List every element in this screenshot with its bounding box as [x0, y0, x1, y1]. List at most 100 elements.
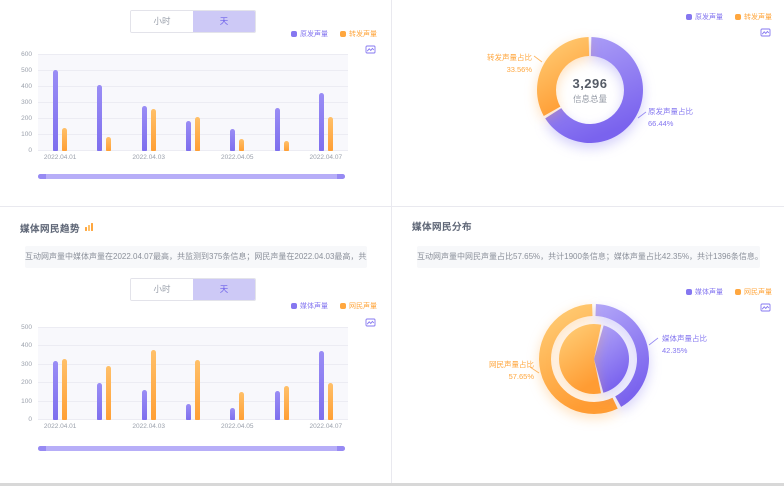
- y-tick: 500: [21, 67, 32, 74]
- legend-item-netizen[interactable]: 网民声量: [735, 287, 772, 297]
- bar-purple[interactable]: [230, 408, 236, 420]
- bar-purple[interactable]: [141, 106, 147, 151]
- legend-item-media[interactable]: 媒体声量: [291, 301, 328, 311]
- bar-purple[interactable]: [97, 85, 103, 151]
- leader-line: [637, 111, 647, 119]
- bar-group: [171, 328, 215, 420]
- bar-orange[interactable]: [327, 383, 333, 420]
- y-tick: 0: [28, 147, 32, 154]
- save-image-icon[interactable]: [760, 27, 771, 38]
- bar-orange[interactable]: [106, 137, 112, 151]
- y-axis-ticks: 0 100 200 300 400 500 600: [8, 51, 38, 154]
- save-image-icon[interactable]: [365, 44, 376, 55]
- bar-purple[interactable]: [97, 383, 103, 420]
- legend-item-media[interactable]: 媒体声量: [686, 287, 723, 297]
- bar-chart-bottom-left: 0 100 200 300 400 500 2022.04.01 2022.04.03 202…: [8, 324, 348, 430]
- x-tick: 2022.04.07: [309, 423, 343, 430]
- legend-label: 媒体声量: [300, 303, 328, 310]
- toggle-day-button[interactable]: 天: [193, 279, 255, 300]
- pie-slice-orange[interactable]: [537, 37, 590, 116]
- y-tick: 100: [21, 397, 32, 405]
- slice-label-text: 网民声量占比: [489, 360, 534, 369]
- bar-orange[interactable]: [194, 116, 200, 151]
- x-tick: 2022.04.01: [43, 154, 77, 161]
- bar-group: [171, 55, 215, 151]
- legend-marker-icon: [686, 289, 692, 295]
- pie-slice-purple[interactable]: [594, 325, 629, 393]
- bar-purple[interactable]: [53, 70, 59, 151]
- slice-label-pct: 66.44%: [648, 119, 674, 128]
- bar-purple[interactable]: [230, 129, 236, 151]
- bar-orange[interactable]: [150, 108, 156, 151]
- bar-orange[interactable]: [283, 385, 289, 420]
- bar-group: [215, 328, 259, 420]
- bar-purple[interactable]: [318, 351, 324, 420]
- toggle-hour-button[interactable]: 小时: [131, 11, 193, 32]
- slice-label-pct: 57.65%: [508, 372, 534, 381]
- bar-purple[interactable]: [318, 92, 324, 151]
- y-tick: 200: [21, 115, 32, 122]
- bar-orange[interactable]: [283, 140, 289, 151]
- legend-marker-icon: [340, 303, 346, 309]
- bar-orange[interactable]: [62, 359, 68, 420]
- save-image-icon[interactable]: [365, 317, 376, 328]
- x-tick: 2022.04.03: [132, 423, 165, 430]
- datazoom-slider[interactable]: [38, 174, 345, 179]
- legend-marker-icon: [291, 303, 297, 309]
- bar-purple[interactable]: [274, 107, 280, 151]
- window-scrollbar[interactable]: [0, 483, 784, 486]
- bar-group: [127, 55, 171, 151]
- x-axis-ticks: 2022.04.01 2022.04.03 2022.04.05 2022.04.07: [38, 423, 348, 430]
- bar-orange[interactable]: [327, 116, 333, 151]
- leader-line: [529, 366, 540, 374]
- bar-orange[interactable]: [150, 350, 156, 420]
- save-image-icon[interactable]: [760, 302, 771, 313]
- toggle-day-button[interactable]: 天: [193, 11, 255, 32]
- x-tick: [259, 154, 303, 161]
- pie-slice-purple[interactable]: [545, 37, 643, 144]
- panel-header: 媒体网民分布: [412, 219, 472, 233]
- panel-media-netizen-trend: 媒体网民趋势 互动网声量中媒体声量在2022.04.07最高，共监测到375条信…: [0, 207, 392, 486]
- toggle-hour-button[interactable]: 小时: [131, 279, 193, 300]
- pie-slice-orange[interactable]: [559, 324, 602, 394]
- bar-group: [82, 55, 126, 151]
- x-tick: [82, 154, 126, 161]
- slice-label-text: 媒体声量占比: [662, 334, 707, 343]
- bar-orange[interactable]: [239, 139, 245, 151]
- legend-item-netizen[interactable]: 网民声量: [340, 301, 377, 311]
- bar-purple[interactable]: [185, 404, 191, 420]
- bar-orange[interactable]: [194, 360, 200, 420]
- legend-marker-icon: [735, 14, 741, 20]
- x-tick: [171, 154, 215, 161]
- legend-item-repost[interactable]: 转发声量: [735, 12, 772, 22]
- pie-slice-purple[interactable]: [595, 304, 649, 407]
- pie-slice-orange[interactable]: [539, 304, 618, 414]
- ring-pie-chart: [529, 304, 659, 414]
- slice-label-media: 媒体声量占比 42.35%: [662, 333, 707, 357]
- bar-orange[interactable]: [62, 127, 68, 151]
- legend-item-original[interactable]: 原发声量: [291, 29, 328, 39]
- bar-orange[interactable]: [106, 365, 112, 420]
- slice-label-pct: 42.35%: [662, 346, 688, 355]
- y-tick: 0: [28, 416, 32, 423]
- bar-purple[interactable]: [53, 361, 59, 420]
- datazoom-slider[interactable]: [38, 446, 345, 451]
- bar-orange[interactable]: [239, 392, 245, 420]
- legend-item-repost[interactable]: 转发声量: [340, 29, 377, 39]
- y-axis-ticks: 0 100 200 300 400 500: [8, 324, 38, 423]
- plot-area: [38, 54, 348, 151]
- total-volume-caption: 信息总量: [572, 94, 607, 104]
- bar-purple[interactable]: [141, 389, 147, 420]
- panel-title: 媒体网民分布: [412, 222, 473, 233]
- legend-item-original[interactable]: 原发声量: [686, 12, 723, 22]
- bar-purple[interactable]: [274, 390, 280, 420]
- bar-group: [215, 55, 259, 151]
- bar-group: [304, 328, 348, 420]
- bar-group: [259, 328, 303, 420]
- donut-chart: [533, 37, 647, 144]
- granularity-toggle: 小时 天: [130, 278, 256, 301]
- legend-label: 网民声量: [349, 303, 377, 310]
- legend-marker-icon: [686, 14, 692, 20]
- bar-purple[interactable]: [185, 121, 191, 151]
